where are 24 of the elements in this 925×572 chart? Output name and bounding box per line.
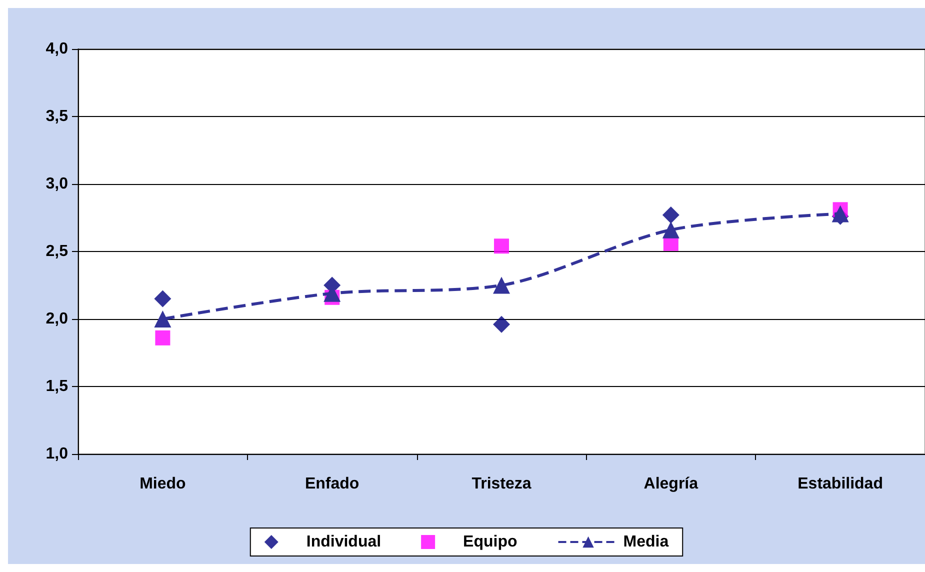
y-tick-label: 2,5: [46, 243, 68, 260]
y-tick-label: 4,0: [46, 40, 68, 58]
point: [662, 206, 680, 224]
x-tick-label: Estabilidad: [798, 476, 883, 492]
y-tick-label: 3,0: [46, 176, 68, 192]
x-tick-label: Tristeza: [472, 476, 532, 492]
legend-label: Individual: [306, 534, 382, 550]
point: [154, 310, 172, 328]
y-tick-label: 3,5: [46, 108, 68, 125]
x-tick-label: Alegría: [644, 476, 698, 492]
point: [832, 205, 849, 222]
y-tick-label: 1,0: [46, 446, 68, 462]
y-tick-label: 1,5: [46, 378, 68, 395]
point: [493, 316, 510, 333]
x-tick-label: Enfado: [304, 476, 360, 492]
point: [155, 330, 170, 346]
legend-label: Equipo: [463, 534, 518, 550]
point: [662, 221, 680, 238]
point: [494, 238, 509, 254]
legend-label: Media: [623, 534, 669, 550]
point: [493, 276, 510, 294]
y-tick-label: 2,0: [46, 310, 68, 328]
point: [154, 290, 172, 308]
x-tick-label: Miedo: [140, 476, 186, 492]
